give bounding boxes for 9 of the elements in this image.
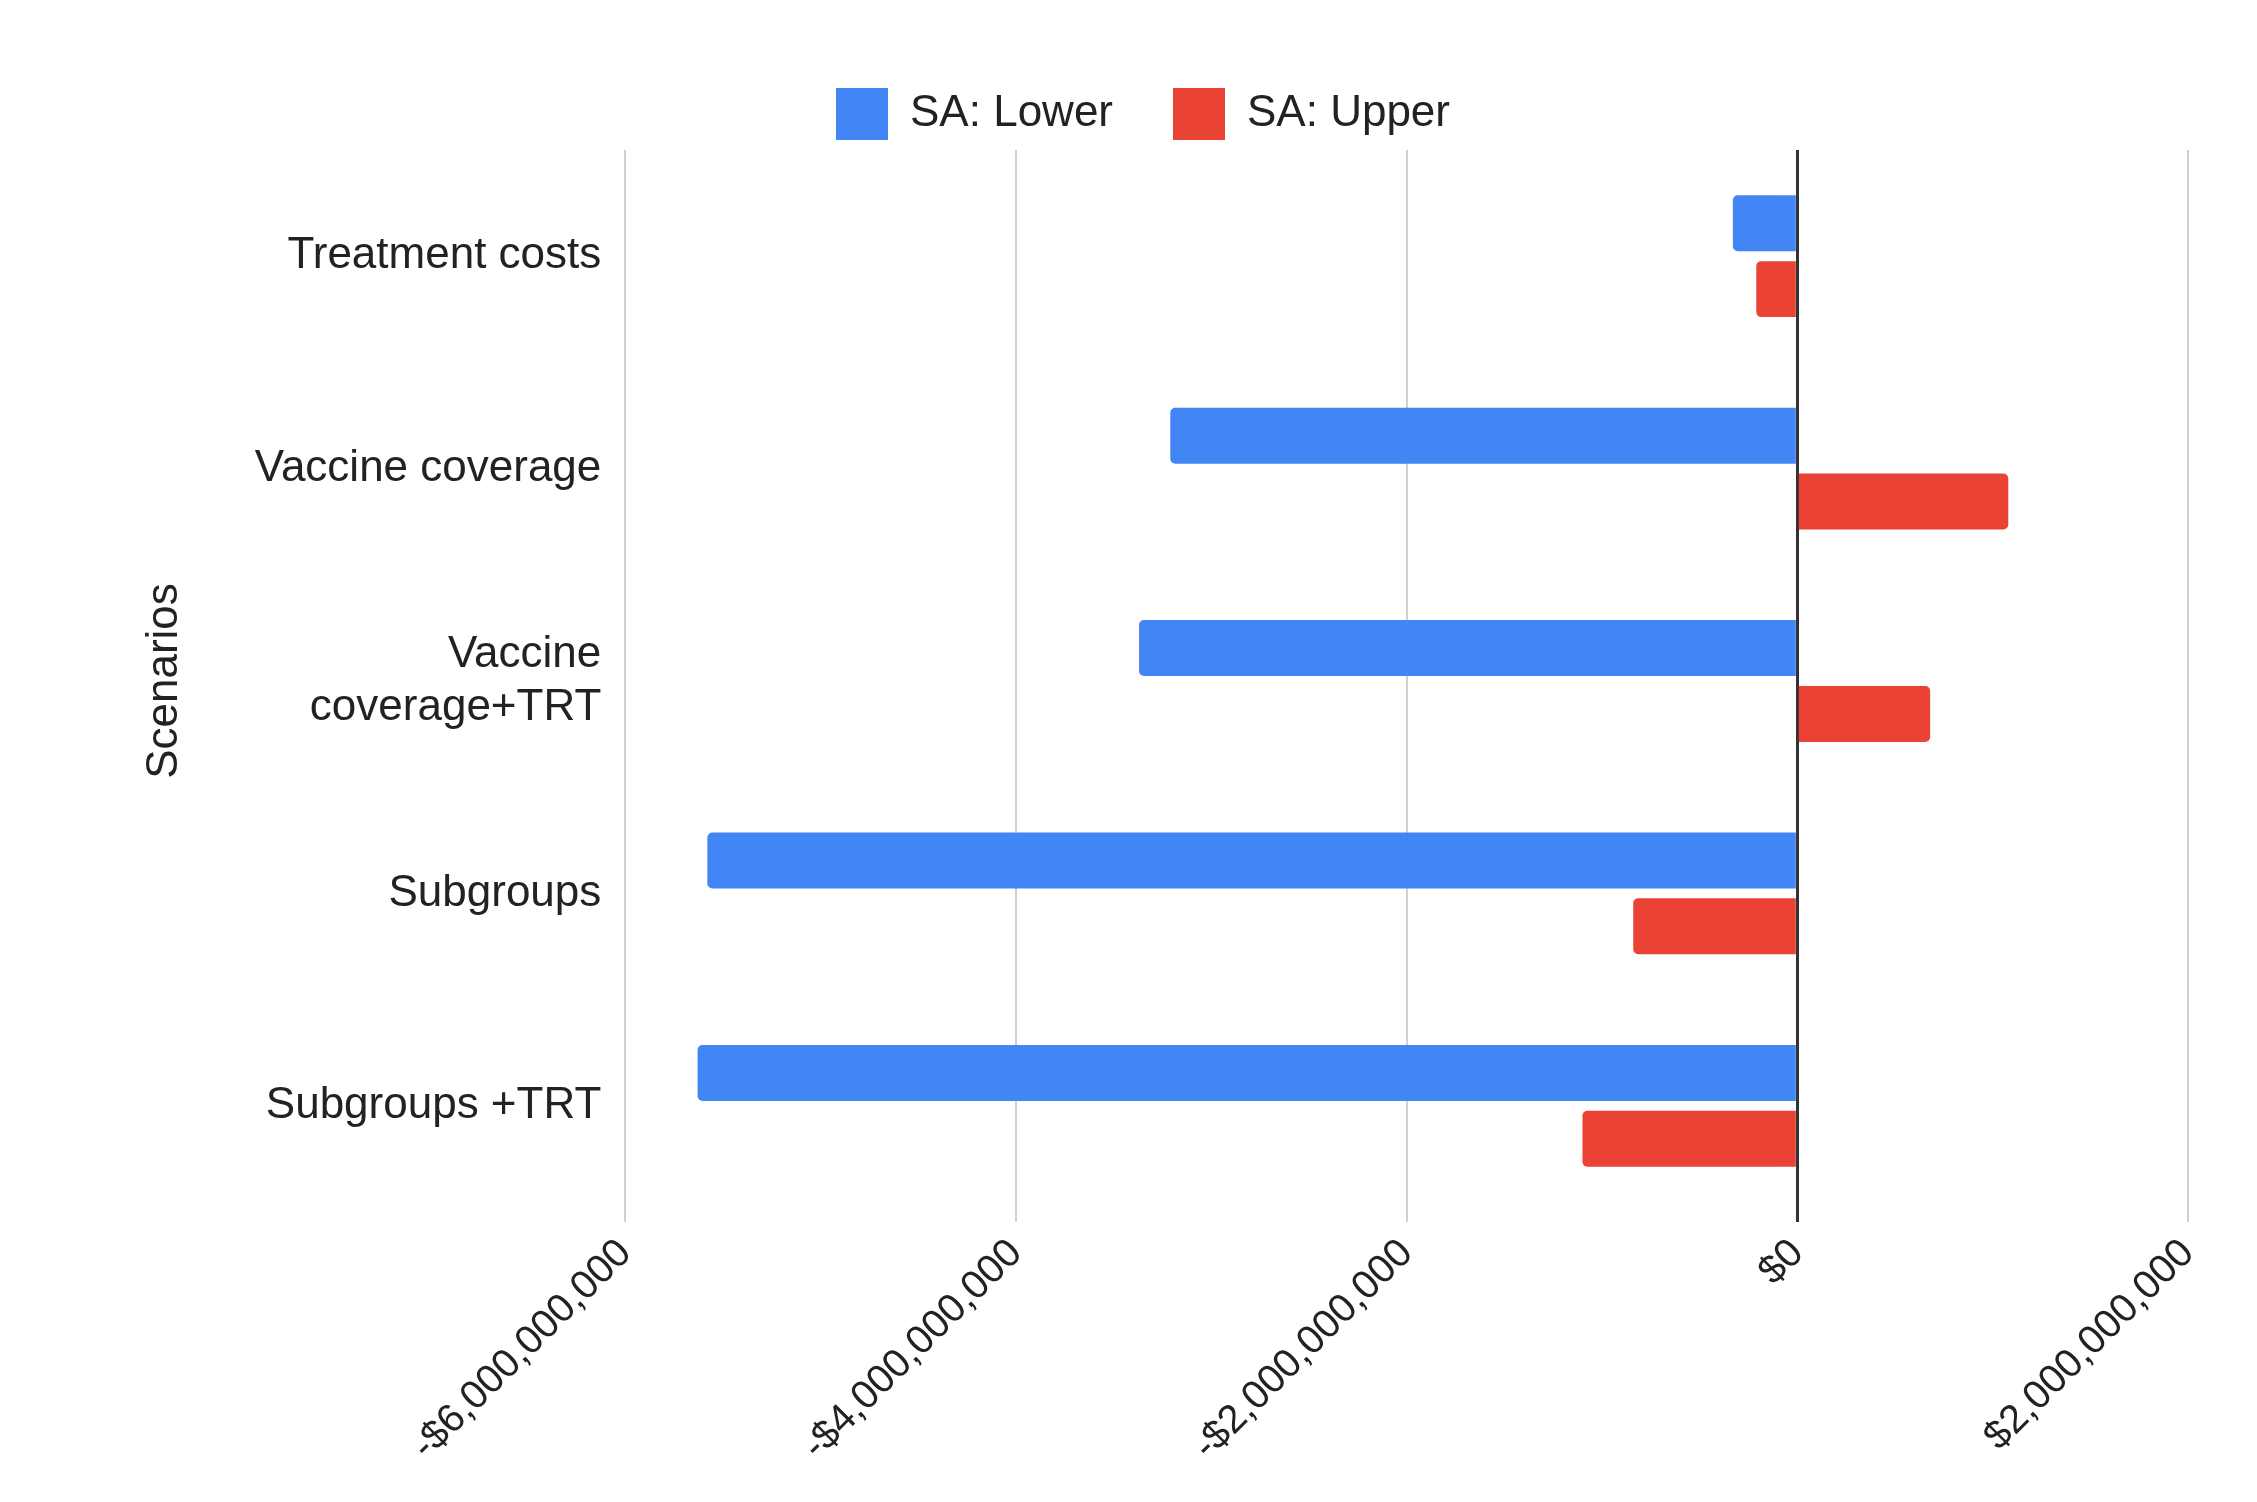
y-axis-title: Scenarios xyxy=(136,583,186,779)
y-tick-label: Subgroups xyxy=(388,865,602,915)
y-tick-label: Vaccine coverage xyxy=(254,440,602,490)
y-tick-label: Vaccine coverage+TRT xyxy=(309,626,602,729)
y-tick-label: Subgroups +TRT xyxy=(265,1077,602,1127)
x-tick-label: $0 xyxy=(1748,1229,1811,1292)
legend-label: SA: Upper xyxy=(1247,86,1450,136)
legend-label: SA: Lower xyxy=(910,86,1113,136)
y-tick-label: Treatment costs xyxy=(287,228,602,278)
